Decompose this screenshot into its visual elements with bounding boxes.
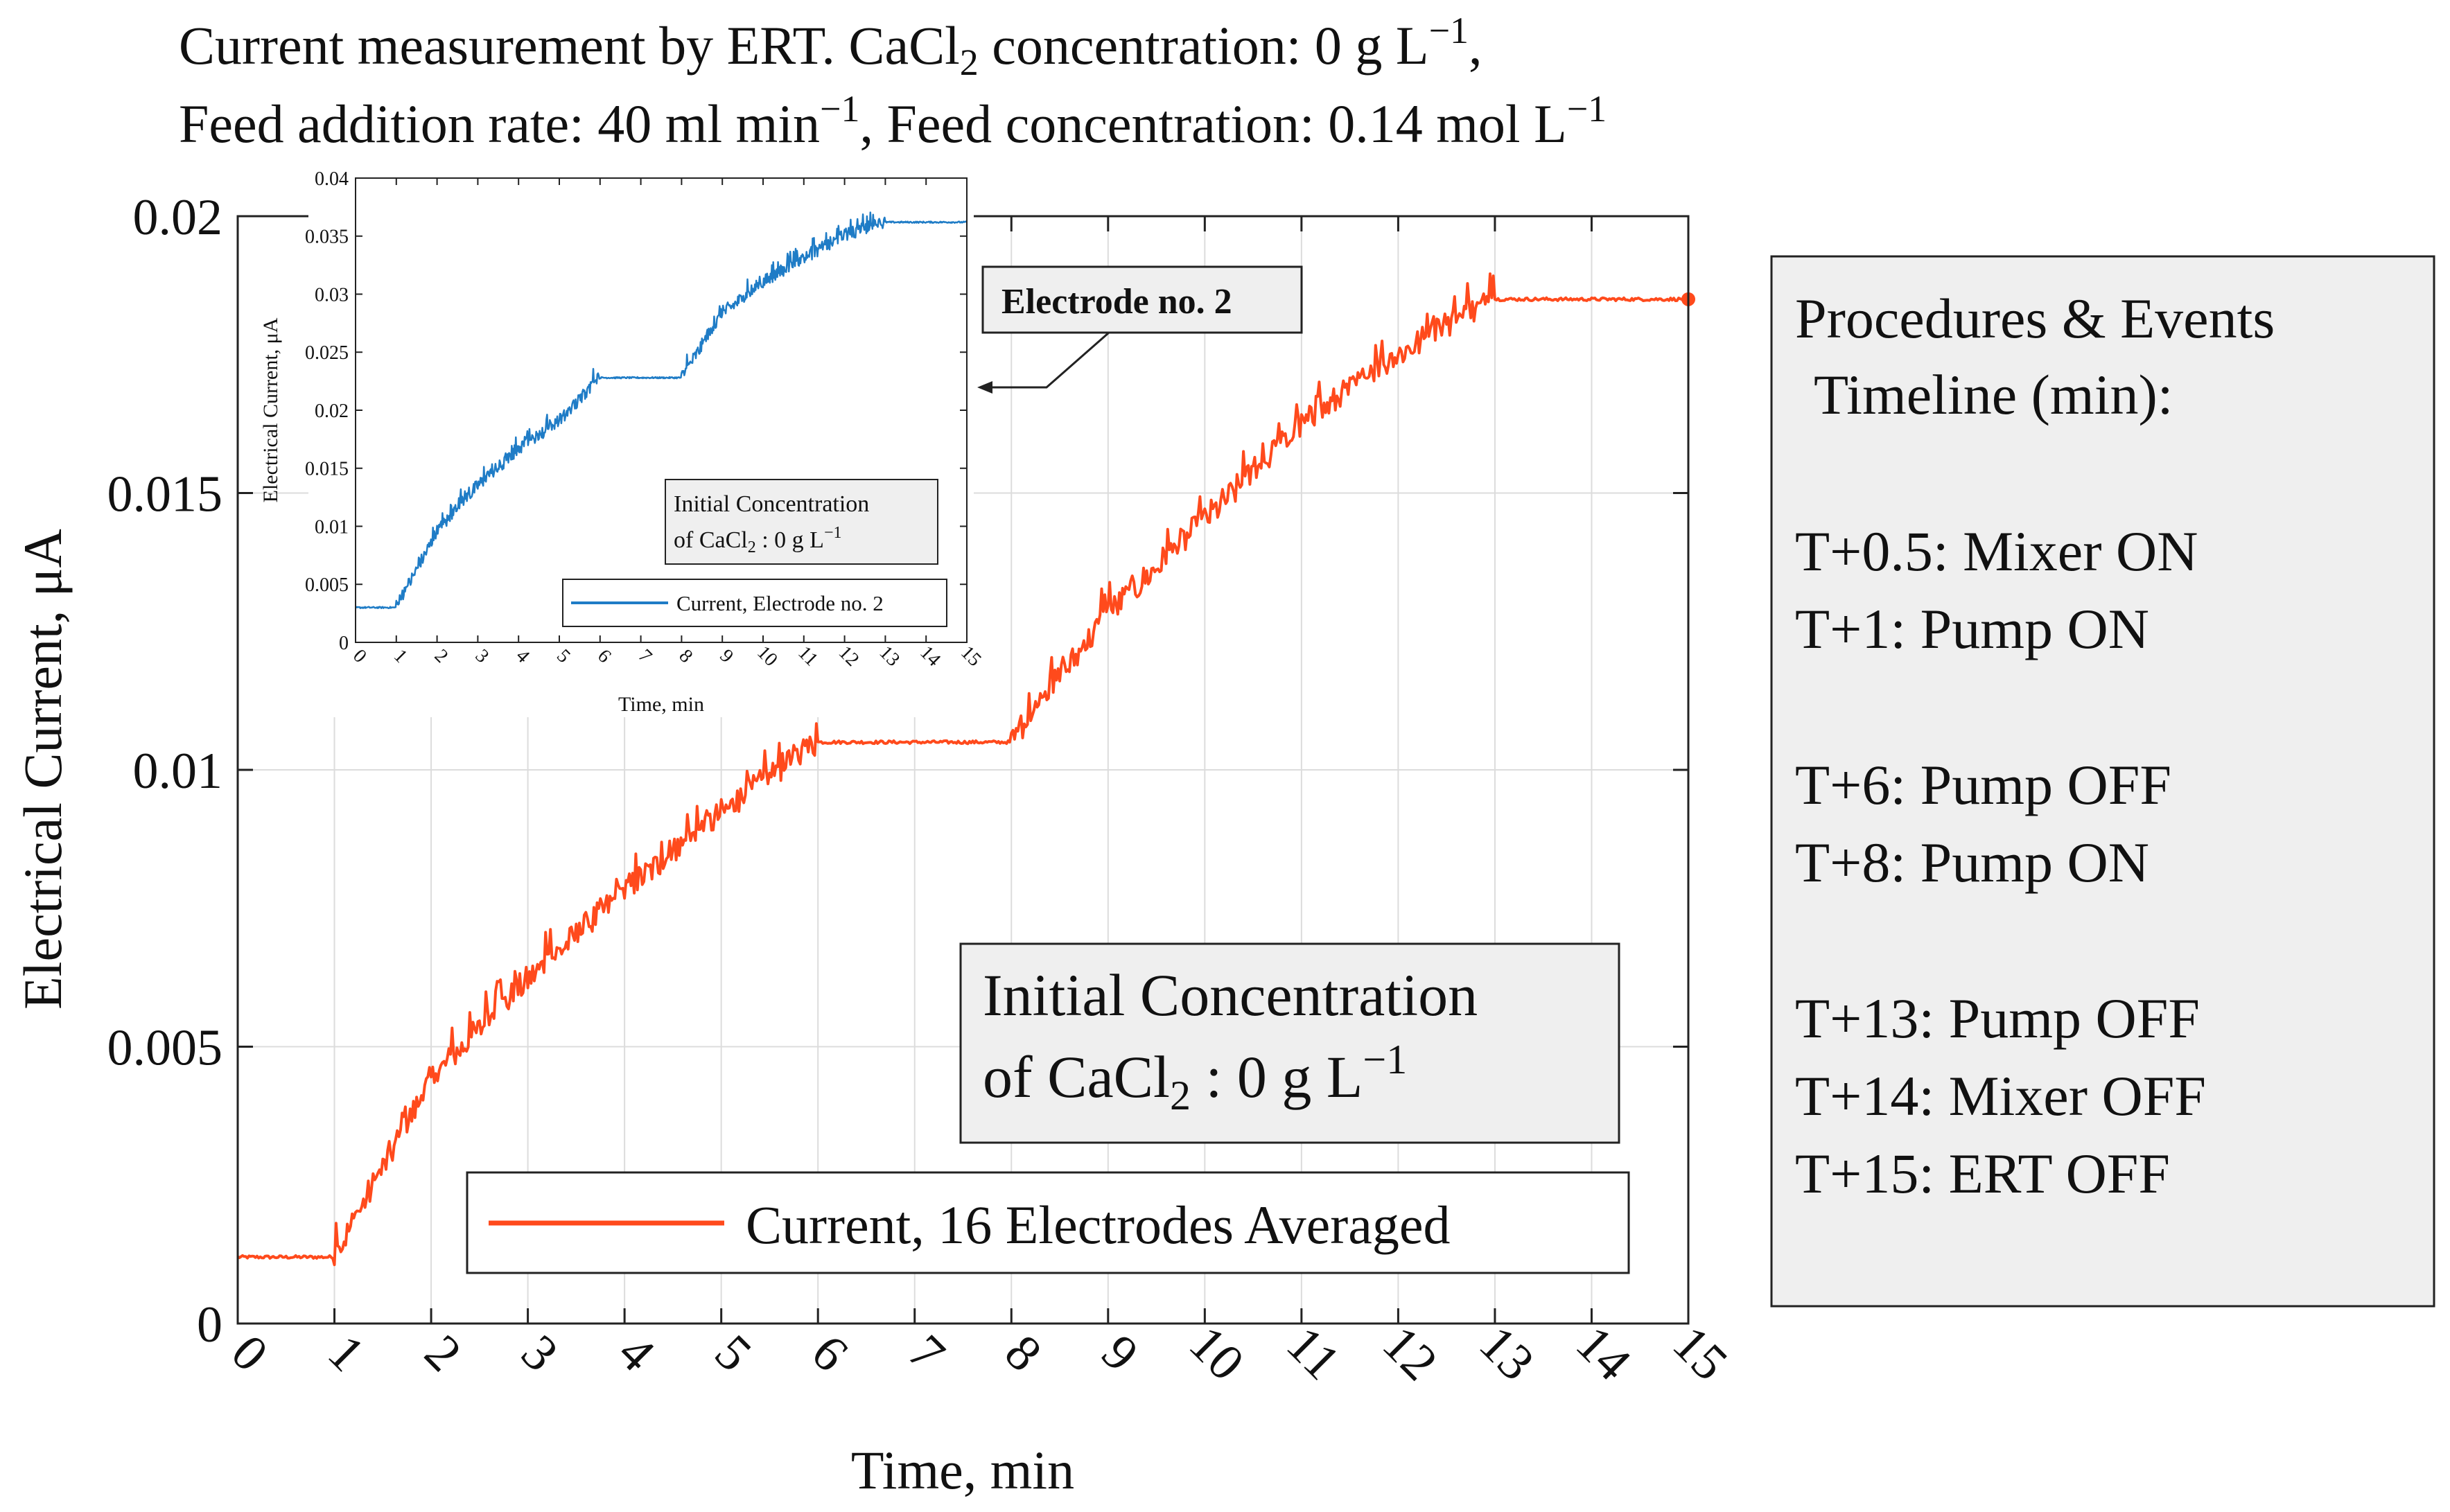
inset-series-line: [355, 211, 968, 609]
main-y-tick-label: 0.02: [133, 189, 223, 246]
timeline-title-line-1: Procedures & Events: [1795, 287, 2275, 350]
callout-arrow-line: [981, 331, 1110, 389]
timeline-box: Procedures & Events Timeline (min): T+0.…: [1770, 255, 2435, 1308]
callout-arrowhead: [977, 381, 992, 394]
inset-legend-label: Current, Electrode no. 2: [676, 591, 884, 615]
timeline-event: T+13: Pump OFF: [1795, 987, 2200, 1050]
inset-y-tick-label: 0.035: [305, 227, 349, 248]
main-annotation-line-2: of CaCl2 : 0 g L−1: [983, 1037, 1407, 1118]
main-y-tick-label: 0: [197, 1296, 222, 1353]
electrode-callout-label: Electrode no. 2: [1001, 282, 1232, 322]
inset-chart: 0 1 2 3 4 5 6 7 8 9 10 11 12 13 14 1500.0050.010.0150.0…: [259, 163, 986, 717]
timeline-title-line-2: Timeline (min):: [1814, 363, 2173, 426]
main-y-tick-label: 0.015: [107, 466, 223, 522]
inset-legend: Current, Electrode no. 2: [562, 579, 947, 627]
main-series-line: [236, 272, 1689, 1267]
inset-plot-frame: [355, 177, 968, 643]
inset-annotation-line-2: of CaCl2 : 0 g L−1: [674, 524, 841, 556]
inset-y-tick-label: 0.01: [315, 516, 349, 538]
inset-y-tick-label: 0.03: [315, 284, 349, 306]
main-x-axis-label: Time, min: [851, 1440, 1074, 1500]
timeline-event: T+15: ERT OFF: [1795, 1142, 2170, 1205]
timeline-event: T+14: Mixer OFF: [1795, 1064, 2206, 1127]
inset-y-tick-label: 0.04: [315, 168, 349, 190]
chart-title-line-1: Current measurement by ERT. CaCl2 concen…: [179, 10, 1482, 83]
inset-series-group: [355, 211, 968, 609]
inset-y-tick-label: 0.005: [305, 574, 349, 596]
timeline-event: T+1: Pump ON: [1795, 597, 2149, 660]
timeline-event: T+0.5: Mixer ON: [1795, 520, 2198, 583]
inset-annotation-line-1: Initial Concentration: [674, 491, 869, 517]
electrode-callout: Electrode no. 2: [977, 265, 1303, 394]
timeline-event: T+6: Pump OFF: [1795, 753, 2171, 816]
main-annotation-line-1: Initial Concentration: [983, 962, 1478, 1028]
inset-y-tick-label: 0.025: [305, 342, 349, 364]
main-y-axis-label: Electrical Current, μA: [12, 529, 73, 1010]
inset-x-axis-label: Time, min: [618, 693, 704, 716]
inset-y-tick-label: 0.02: [315, 401, 349, 422]
timeline-event: T+8: Pump ON: [1795, 831, 2149, 894]
inset-annotation-box: Initial Concentration of CaCl2 : 0 g L−1: [665, 479, 938, 565]
main-y-tick-label: 0.005: [107, 1019, 223, 1076]
main-legend: Current, 16 Electrodes Averaged: [466, 1171, 1630, 1274]
main-y-tick-label: 0.01: [133, 743, 223, 800]
main-annotation-box: Initial Concentration of CaCl2 : 0 g L−1: [959, 942, 1620, 1144]
chart-title-line-2: Feed addition rate: 40 ml min−1, Feed co…: [179, 88, 1607, 154]
inset-y-tick-label: 0.015: [305, 459, 349, 480]
inset-y-tick-label: 0: [339, 633, 349, 654]
main-legend-label: Current, 16 Electrodes Averaged: [746, 1195, 1451, 1255]
inset-y-axis-label: Electrical Current, μA: [259, 317, 282, 502]
